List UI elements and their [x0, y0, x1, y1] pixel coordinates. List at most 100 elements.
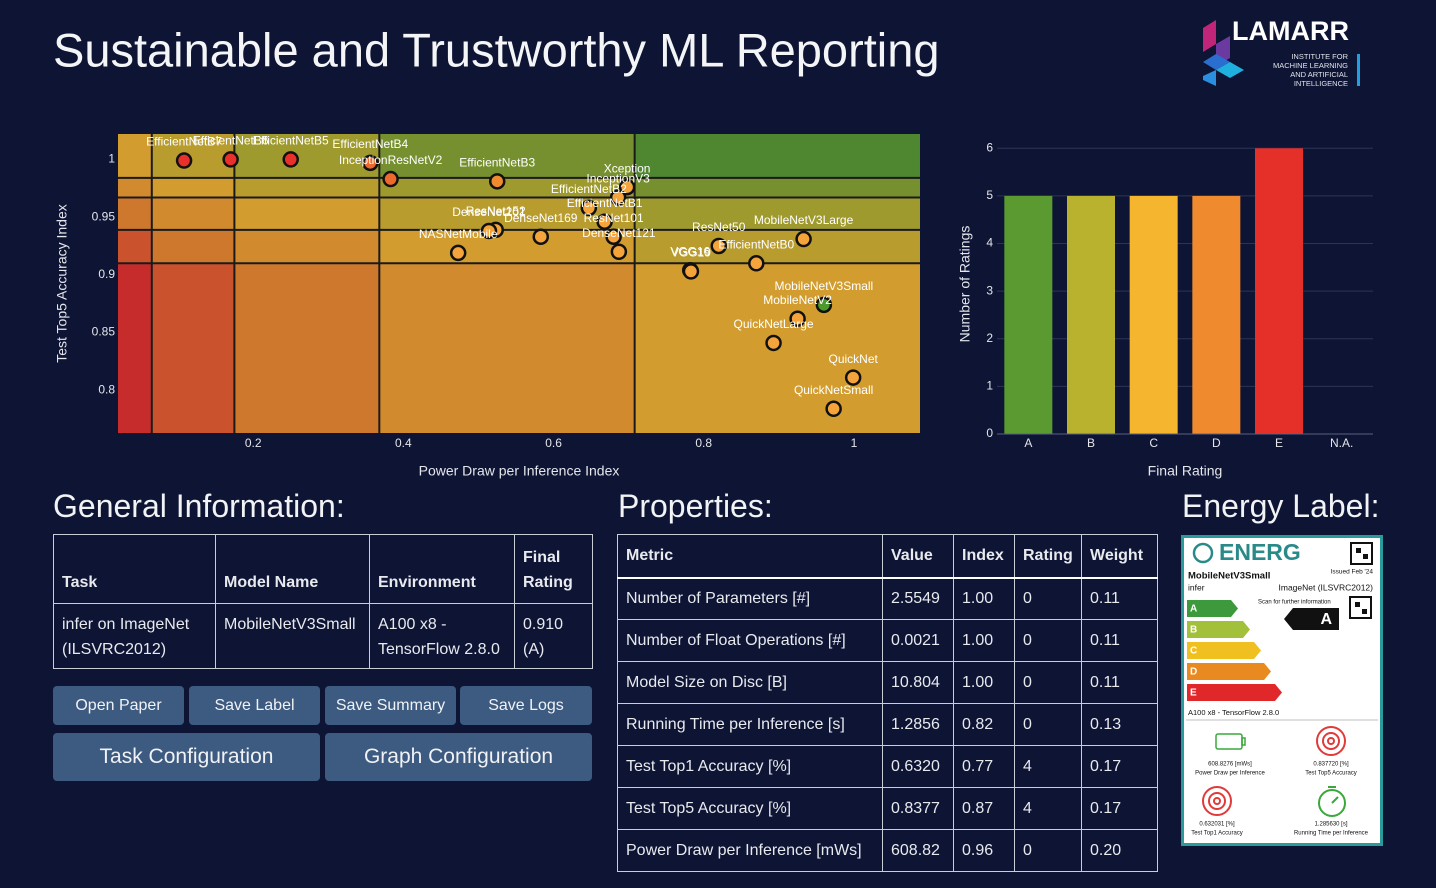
metric-value: 0.837720 [%]: [1313, 762, 1349, 768]
point-label: QuickNetSmall: [794, 383, 873, 397]
label-environment: A100 x8 - TensorFlow 2.8.0: [1188, 708, 1279, 717]
top-area: Sustainable and Trustworthy ML Reporting…: [53, 16, 1373, 479]
metric-name: Power Draw per Inference: [1195, 771, 1265, 777]
table-cell: 0: [1014, 619, 1082, 662]
data-point: [596, 213, 613, 230]
table-cell: 0.82: [953, 703, 1015, 746]
label-model: MobileNetV3Small: [1188, 571, 1270, 582]
point-label: InceptionV3: [586, 172, 650, 186]
rating-zone: [151, 263, 235, 433]
button[interactable]: Open Paper: [53, 686, 184, 725]
data-point: [532, 228, 550, 245]
y-tick-label: 4: [986, 236, 993, 250]
icon-target: [1316, 726, 1346, 756]
data-point: [789, 310, 806, 327]
metric-value: 1.285630 [s]: [1314, 822, 1347, 828]
header-row: Metric Value Index Rating Weight: [617, 534, 1158, 579]
table-cell: 0.13: [1081, 703, 1158, 746]
section-heading: General Information:: [53, 488, 345, 524]
table-cell: Power Draw per Inference [mWs]: [617, 829, 883, 872]
energy-label: ENERG MobileNetV3Small Issued Feb '24 in…: [1181, 535, 1383, 846]
rating-zone: [234, 263, 380, 433]
data-point: [710, 237, 727, 255]
y-tick-label: 2: [986, 331, 993, 345]
x-tick-label: 0.2: [245, 436, 262, 450]
logo-shape: [1203, 20, 1216, 52]
x-tick-label: D: [1212, 436, 1221, 450]
rating-zone: [151, 197, 235, 230]
logo-shape: [1216, 62, 1244, 78]
table-cell: 1.00: [953, 577, 1015, 620]
table-cell: 0.8377: [882, 787, 954, 830]
table-cell: 0.0021: [882, 619, 954, 662]
rating-zone: [234, 177, 380, 198]
general-info: Task Model Name Environment Final Rating inf…: [53, 534, 593, 669]
icon-battery: [1215, 733, 1246, 750]
y-tick-label: 0: [986, 426, 993, 440]
table-cell: 0.11: [1081, 661, 1158, 704]
point-label: EfficientNetB0: [718, 237, 794, 251]
rating-zone: [234, 229, 380, 264]
bar: [1129, 195, 1178, 434]
header-cell: Task: [53, 534, 216, 604]
header-cell: Weight: [1081, 534, 1158, 579]
point-label: EfficientNetB2: [551, 182, 627, 196]
rating-zone: [234, 197, 380, 230]
table-cell: Model Size on Disc [B]: [617, 661, 883, 704]
data-point: [382, 170, 399, 188]
scale-letter: C: [1190, 646, 1197, 657]
rating-zone: [151, 134, 235, 178]
data-point: [480, 222, 498, 240]
qr-part: [1349, 596, 1372, 619]
point-label: EfficientNetB6: [193, 134, 269, 148]
button[interactable]: Save Label: [189, 686, 320, 725]
qr-part: [1350, 542, 1373, 565]
label-scan: Scan for further information: [1258, 600, 1331, 606]
scale-letter: A: [1190, 604, 1197, 615]
data-point: [748, 255, 765, 272]
rating-zone: [118, 134, 152, 178]
table-cell: Test Top1 Accuracy [%]: [617, 745, 883, 788]
properties: Metric Value Index Rating Weight Number of Pa…: [617, 534, 1158, 872]
logo-subtitle: INSTITUTE FOR: [1291, 52, 1348, 61]
table-cell: 0.6320: [882, 745, 954, 788]
rating-zone: [379, 229, 635, 264]
table-cell: 1.00: [953, 661, 1015, 704]
data-point: [610, 243, 628, 261]
logo: LAMARR INSTITUTE FOR MACHINE LEARNING AN…: [1203, 16, 1360, 88]
logo-name: LAMARR: [1232, 16, 1349, 46]
data-point: [175, 152, 193, 169]
table-cell: 0.17: [1081, 745, 1158, 788]
button[interactable]: Task Configuration: [53, 733, 320, 781]
label-dataset: ImageNet (ILSVRC2012): [1279, 582, 1374, 592]
icon-part: [1316, 726, 1346, 756]
point-label: ResNet50: [692, 220, 746, 234]
button[interactable]: Save Summary: [325, 686, 456, 725]
data-point: [609, 189, 627, 206]
x-tick-label: N.A.: [1330, 436, 1353, 450]
button[interactable]: Graph Configuration: [325, 733, 592, 781]
rating-zone: [379, 134, 635, 178]
rating-zone: [118, 177, 152, 198]
point-label: VGG19: [671, 246, 711, 260]
header-cell: Environment: [369, 534, 515, 604]
data-point: [222, 151, 239, 168]
table-cell: Test Top5 Accuracy [%]: [617, 787, 883, 830]
button[interactable]: Save Logs: [460, 686, 592, 725]
data-point: [605, 228, 622, 245]
rating-zone: [118, 229, 152, 264]
data-point: [825, 400, 842, 418]
bar: [1067, 195, 1115, 434]
x-tick-label: 0.6: [545, 436, 562, 450]
point-label: Xception: [604, 161, 651, 175]
point-label: EfficientNetB1: [567, 196, 643, 210]
table-cell: infer on ImageNet (ILSVRC2012): [53, 603, 216, 669]
icon-part: [1318, 789, 1346, 817]
header-cell: Final Rating: [514, 534, 593, 604]
label-logo: [1192, 542, 1214, 564]
rating-zone: [151, 229, 235, 264]
point-label: NASNetMobile: [419, 227, 498, 241]
scale-bar: [1187, 621, 1250, 638]
rating-zone: [379, 177, 635, 198]
x-tick-label: A: [1024, 436, 1032, 450]
